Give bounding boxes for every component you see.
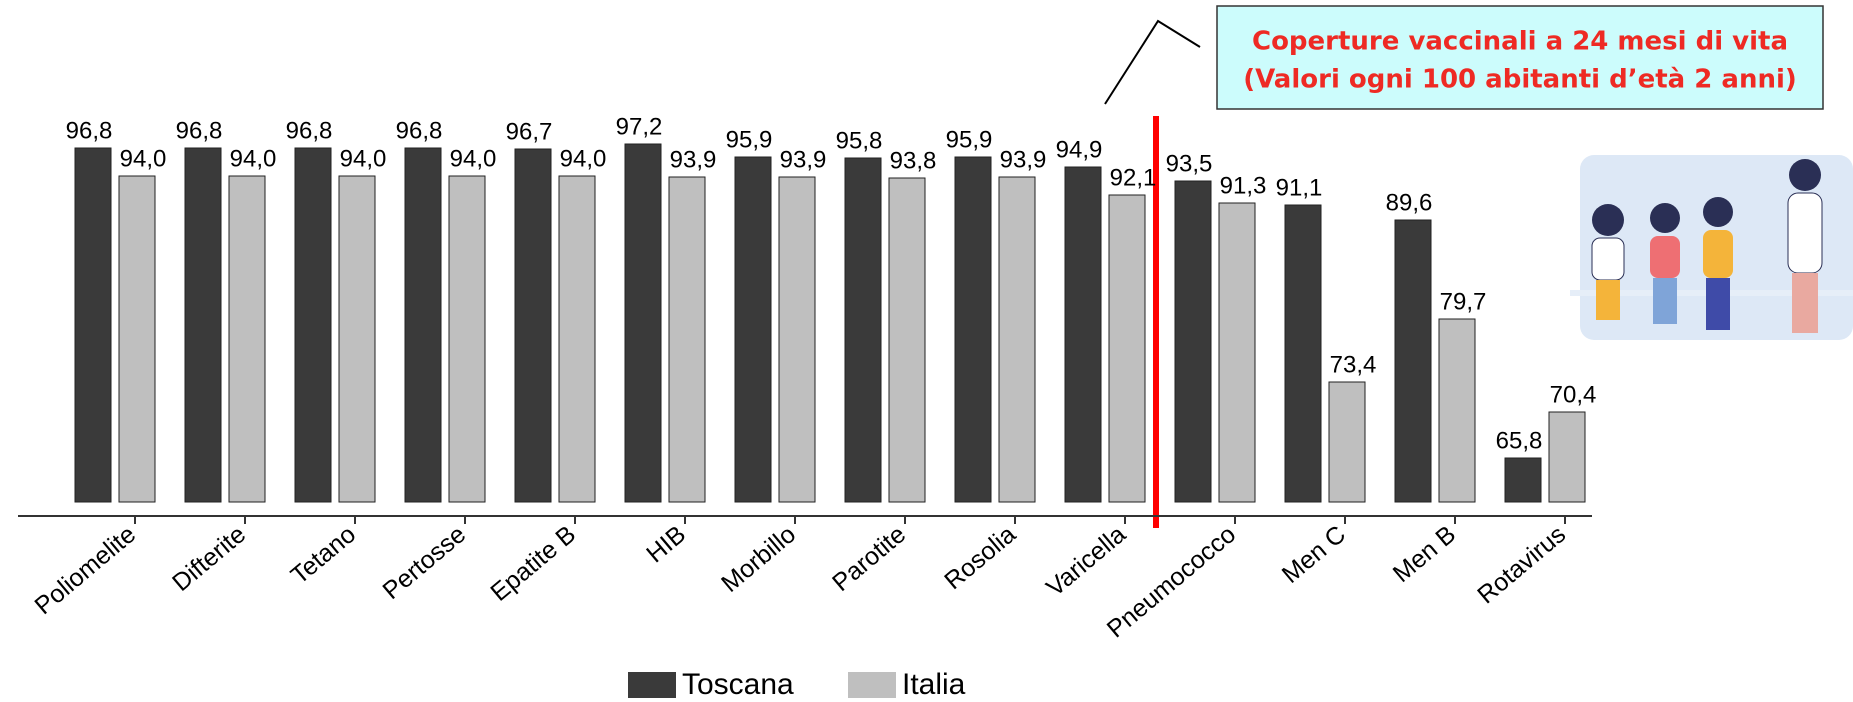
note-line: (Valori ogni 100 abitanti d’età 2 anni) bbox=[1243, 65, 1797, 95]
x-tick-label: Difterite bbox=[167, 520, 251, 597]
x-tick-label: Tetano bbox=[286, 520, 361, 590]
bar bbox=[625, 144, 661, 502]
bar bbox=[999, 177, 1035, 502]
bar bbox=[1329, 382, 1365, 502]
bar bbox=[515, 149, 551, 502]
value-label: 94,0 bbox=[560, 145, 607, 172]
legend-label: Toscana bbox=[682, 668, 794, 701]
value-label: 92,1 bbox=[1110, 164, 1157, 191]
bar bbox=[1175, 181, 1211, 502]
x-tick-label: Poliomelite bbox=[29, 520, 141, 620]
bar bbox=[1285, 205, 1321, 502]
bar bbox=[845, 158, 881, 502]
value-label: 73,4 bbox=[1330, 351, 1377, 378]
value-label: 96,7 bbox=[506, 118, 553, 145]
value-label: 94,0 bbox=[120, 145, 167, 172]
value-label: 91,3 bbox=[1220, 172, 1267, 199]
value-label: 94,9 bbox=[1056, 136, 1103, 163]
value-label: 93,8 bbox=[890, 147, 937, 174]
bar bbox=[1219, 203, 1255, 502]
bar bbox=[405, 148, 441, 502]
value-label: 94,0 bbox=[450, 145, 497, 172]
value-label: 94,0 bbox=[230, 145, 277, 172]
legend-swatch bbox=[848, 672, 896, 698]
bar bbox=[295, 148, 331, 502]
bar bbox=[185, 148, 221, 502]
value-label: 96,8 bbox=[396, 117, 443, 144]
bar bbox=[1109, 195, 1145, 502]
value-label: 96,8 bbox=[286, 117, 333, 144]
bar bbox=[119, 176, 155, 502]
bar bbox=[669, 177, 705, 502]
bar bbox=[735, 157, 771, 502]
value-label: 94,0 bbox=[340, 145, 387, 172]
x-tick-label: Parotite bbox=[827, 520, 911, 597]
legend-swatch bbox=[628, 672, 676, 698]
value-label: 93,5 bbox=[1166, 150, 1213, 177]
chart: Coperture vaccinali a 24 mesi di vita (V… bbox=[0, 0, 1853, 702]
x-tick-label: Rosolia bbox=[939, 520, 1021, 595]
value-label: 89,6 bbox=[1386, 189, 1433, 216]
bar bbox=[779, 177, 815, 502]
x-tick-label: Rotavirus bbox=[1472, 520, 1571, 609]
x-tick-label: Epatite B bbox=[485, 520, 581, 607]
bar bbox=[889, 178, 925, 502]
bar bbox=[1549, 412, 1585, 502]
value-label: 93,9 bbox=[670, 146, 717, 173]
value-label: 65,8 bbox=[1496, 427, 1543, 454]
bar bbox=[1065, 167, 1101, 502]
x-tick-label: HIB bbox=[641, 520, 691, 568]
bar bbox=[1395, 220, 1431, 502]
note-line: Coperture vaccinali a 24 mesi di vita bbox=[1252, 27, 1788, 57]
callout-line bbox=[1105, 21, 1200, 104]
value-label: 97,2 bbox=[616, 113, 663, 140]
x-tick-label: Men C bbox=[1277, 520, 1351, 589]
value-label: 96,8 bbox=[176, 117, 223, 144]
illustration bbox=[1570, 155, 1853, 340]
bar bbox=[559, 176, 595, 502]
legend-label: Italia bbox=[902, 668, 966, 701]
value-label: 95,9 bbox=[726, 126, 773, 153]
x-tick-label: Morbillo bbox=[716, 520, 801, 598]
bar bbox=[1439, 319, 1475, 502]
value-label: 95,8 bbox=[836, 127, 883, 154]
value-label: 93,9 bbox=[1000, 146, 1047, 173]
bar bbox=[339, 176, 375, 502]
bar bbox=[955, 157, 991, 502]
bar bbox=[229, 176, 265, 502]
x-tick-label: Men B bbox=[1388, 520, 1461, 588]
value-label: 70,4 bbox=[1550, 381, 1597, 408]
bar bbox=[1505, 458, 1541, 502]
value-label: 96,8 bbox=[66, 117, 113, 144]
bar bbox=[449, 176, 485, 502]
value-label: 93,9 bbox=[780, 146, 827, 173]
x-tick-label: Varicella bbox=[1041, 520, 1131, 602]
x-tick-label: Pertosse bbox=[378, 520, 472, 605]
value-label: 91,1 bbox=[1276, 174, 1323, 201]
value-label: 95,9 bbox=[946, 126, 993, 153]
bar bbox=[75, 148, 111, 502]
value-label: 79,7 bbox=[1440, 288, 1487, 315]
